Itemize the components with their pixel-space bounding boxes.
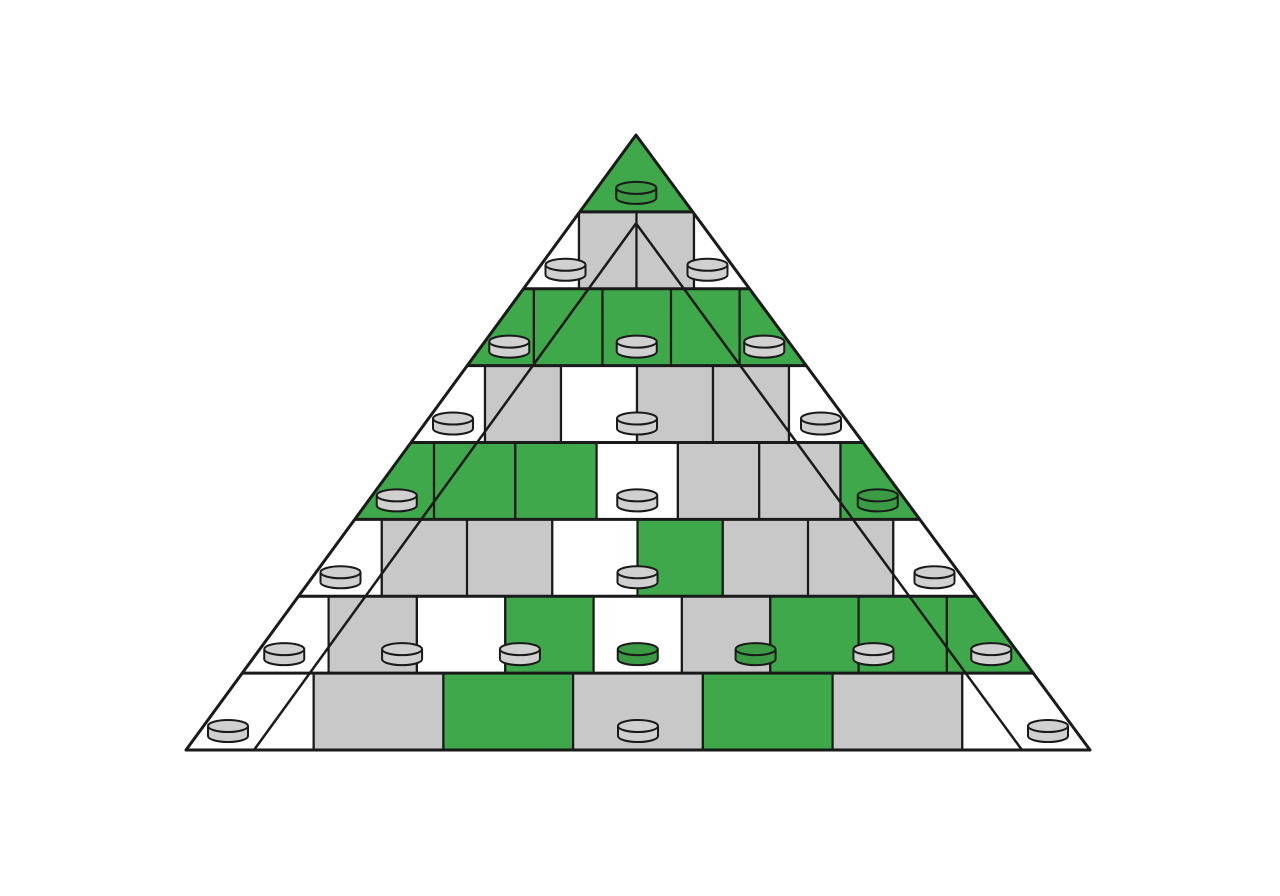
block-stud bbox=[616, 411, 658, 436]
block-stud bbox=[615, 334, 658, 359]
pyramid-outline bbox=[184, 133, 1092, 752]
pyramid-cell bbox=[532, 287, 604, 367]
block-stud bbox=[488, 334, 531, 359]
stud-top bbox=[913, 565, 956, 580]
pyramid-cell bbox=[961, 671, 1090, 750]
inner-diagonal-right bbox=[634, 222, 1024, 750]
block-stud bbox=[375, 488, 418, 513]
pyramid-cell bbox=[514, 441, 598, 521]
pyramid-cell bbox=[676, 441, 761, 521]
stud-top bbox=[686, 257, 729, 272]
stud-top bbox=[488, 334, 531, 349]
stud-top bbox=[615, 334, 658, 349]
pyramid-cell bbox=[721, 518, 810, 598]
block-stud bbox=[913, 565, 956, 590]
pyramid-inner-diagonals bbox=[252, 222, 1024, 750]
block-stud bbox=[970, 642, 1013, 667]
block-stud bbox=[616, 488, 659, 513]
stud-top bbox=[617, 719, 659, 733]
block-stud bbox=[381, 642, 424, 667]
stud-top bbox=[852, 642, 895, 657]
pyramid-cell bbox=[380, 518, 469, 598]
stud-top bbox=[616, 488, 659, 503]
pyramid-cell bbox=[831, 671, 964, 750]
block-stud bbox=[856, 488, 899, 513]
inner-diagonal-left bbox=[252, 222, 638, 750]
stud-top bbox=[544, 257, 587, 272]
block-stud bbox=[263, 642, 306, 667]
block-stud bbox=[686, 257, 729, 282]
pyramid-cell bbox=[442, 671, 575, 750]
stud-top bbox=[207, 719, 249, 733]
pyramid-cell bbox=[769, 595, 860, 675]
stud-top bbox=[616, 565, 659, 580]
stud-top bbox=[263, 642, 306, 657]
pyramid-cell bbox=[701, 671, 834, 750]
stud-top bbox=[616, 411, 658, 426]
block-stud bbox=[207, 719, 249, 743]
stud-top bbox=[856, 488, 899, 503]
pyramid-studs bbox=[207, 180, 1069, 743]
block-stud bbox=[743, 334, 786, 359]
pyramid-cell bbox=[465, 518, 554, 598]
pyramid-cell bbox=[432, 441, 517, 521]
pyramid-row-lines bbox=[240, 210, 1036, 675]
stud-top bbox=[498, 642, 541, 657]
block-stud bbox=[319, 565, 362, 590]
block-stud bbox=[616, 642, 659, 667]
block-stud bbox=[432, 411, 474, 436]
block-stud bbox=[734, 642, 777, 667]
pyramid-cell bbox=[635, 210, 696, 290]
stud-top bbox=[734, 642, 777, 657]
block-stud bbox=[617, 719, 659, 743]
pyramid-cell bbox=[415, 595, 507, 675]
block-stud bbox=[852, 642, 895, 667]
pyramid-cell bbox=[758, 441, 842, 521]
block-stud bbox=[615, 180, 658, 205]
stud-top bbox=[319, 565, 362, 580]
stud-top bbox=[616, 642, 659, 657]
pyramid-cell bbox=[669, 287, 741, 367]
pyramid-cell bbox=[577, 210, 638, 290]
stud-top bbox=[1027, 719, 1069, 733]
stud-top bbox=[743, 334, 786, 349]
block-stud bbox=[616, 565, 659, 590]
block-stud bbox=[498, 642, 541, 667]
stud-top bbox=[970, 642, 1013, 657]
pyramid-cell bbox=[186, 671, 315, 750]
stud-top bbox=[615, 180, 658, 195]
stud-top bbox=[375, 488, 418, 503]
pyramid-cell bbox=[312, 671, 445, 750]
block-stud bbox=[1027, 719, 1069, 743]
block-stud bbox=[544, 257, 587, 282]
stud-top bbox=[800, 411, 842, 426]
block-stud bbox=[800, 411, 842, 436]
pyramid-cell bbox=[711, 364, 791, 444]
stud-top bbox=[381, 642, 424, 657]
stud-top bbox=[432, 411, 474, 426]
